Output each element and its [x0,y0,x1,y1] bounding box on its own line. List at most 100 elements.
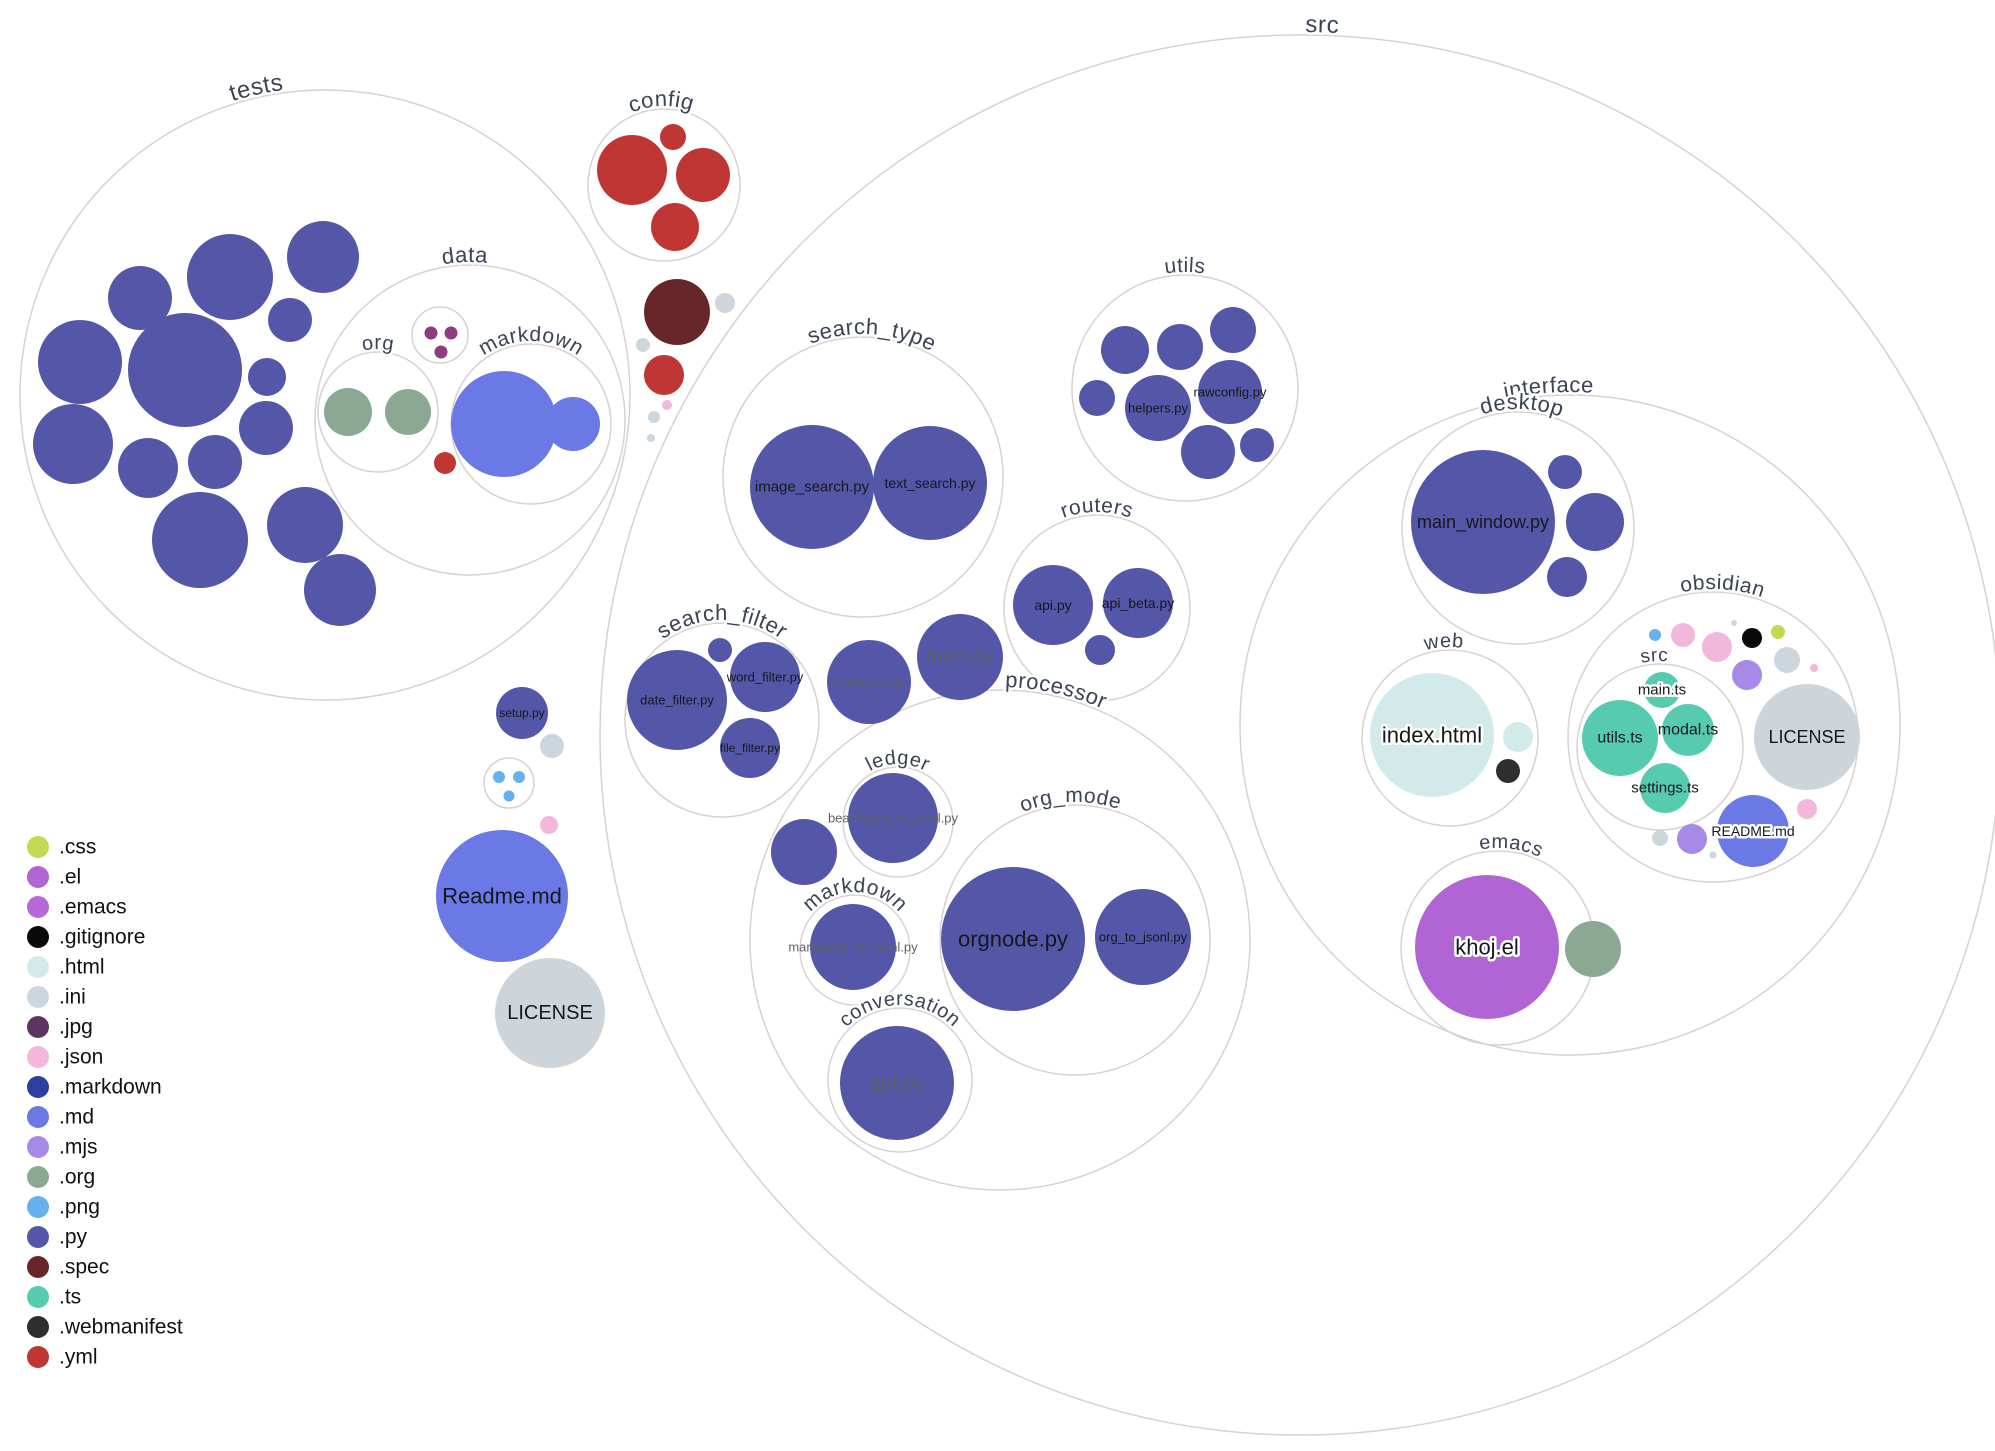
file-circle-org-file[interactable] [1565,921,1621,977]
file-circle-spec-file[interactable] [644,279,710,345]
folder-circle-data[interactable] [314,264,626,576]
file-circle-py-file[interactable] [108,266,172,330]
file-circle-yml-file[interactable] [597,135,667,205]
file-circle-py-file[interactable] [1240,428,1274,462]
file-circle-gpt.py[interactable] [840,1026,954,1140]
folder-circle-web[interactable] [1361,649,1539,827]
folder-circle-conversation[interactable] [827,1007,973,1153]
file-circle-org-file[interactable] [385,389,431,435]
file-circle-orgnode.py[interactable] [941,867,1085,1011]
file-circle-py-file[interactable] [239,401,293,455]
file-circle-json-file[interactable] [662,400,672,410]
file-circle-md-file[interactable] [546,397,600,451]
folder-circle-tests[interactable] [19,89,631,701]
file-circle-py-file[interactable] [248,358,286,396]
file-circle-py-file[interactable] [1210,307,1256,353]
file-circle-yml-file[interactable] [434,452,456,474]
file-circle-ini-file[interactable] [540,734,564,758]
file-circle-py-file[interactable] [1157,324,1203,370]
file-circle-configure.py[interactable] [827,640,911,724]
file-circle-md-file[interactable] [451,371,557,477]
file-circle-py-file[interactable] [1547,557,1587,597]
file-circle-word_filter.py[interactable] [730,642,800,712]
file-circle-png-file[interactable] [1649,629,1661,641]
file-circle-yml-file[interactable] [676,148,730,202]
file-circle-gitignore-file[interactable] [1742,628,1762,648]
file-circle-py-file[interactable] [1566,493,1624,551]
file-circle-LICENSE[interactable] [1754,684,1860,790]
file-circle-index.html[interactable] [1370,673,1494,797]
file-circle-py-file[interactable] [118,438,178,498]
file-circle-text_search.py[interactable] [873,426,987,540]
folder-circle-src[interactable] [599,34,1995,1436]
folder-circle-utils[interactable] [1071,274,1299,502]
file-circle-css-file[interactable] [1771,625,1785,639]
file-circle-html-file[interactable] [1503,722,1533,752]
file-circle-yml-file[interactable] [660,124,686,150]
file-circle-main_window.py[interactable] [1411,450,1555,594]
file-circle-py-file[interactable] [1181,425,1235,479]
folder-circle-ledger[interactable] [842,766,954,878]
folder-circle-processor[interactable] [749,689,1251,1191]
file-circle-py-file[interactable] [1101,326,1149,374]
file-circle-ini-file[interactable] [636,338,650,352]
file-circle-py-file[interactable] [1548,455,1582,489]
file-circle-org_to_jsonl.py[interactable] [1095,889,1191,985]
file-circle-yml-file[interactable] [644,355,684,395]
folder-circle-interface[interactable] [1239,394,1901,1056]
file-circle-py-file[interactable] [187,234,273,320]
file-circle-image_search.py[interactable] [750,425,874,549]
file-circle-png-file[interactable] [513,771,525,783]
file-circle-modal.ts[interactable] [1662,704,1714,756]
file-circle-org-file[interactable] [324,388,372,436]
file-circle-jpg-file[interactable] [434,345,448,359]
file-circle-ini-file[interactable] [1709,851,1717,859]
file-circle-py-file[interactable] [33,404,113,484]
folder-circle-search_type[interactable] [722,336,1004,618]
file-circle-mjs-file[interactable] [1732,660,1762,690]
file-circle-beancount_to_jsonl.py[interactable] [848,773,938,863]
file-circle-json-file[interactable] [1671,623,1695,647]
folder-circle-markdown[interactable] [799,894,911,1006]
file-circle-py-file[interactable] [1085,635,1115,665]
file-circle-py-file[interactable] [304,554,376,626]
file-circle-py-file[interactable] [708,638,732,662]
file-circle-jpg-file[interactable] [444,326,458,340]
file-circle-json-file[interactable] [540,816,558,834]
file-circle-yml-file[interactable] [651,203,699,251]
folder-circle-search_filter[interactable] [624,622,820,818]
file-circle-ini-file[interactable] [648,411,660,423]
file-circle-ini-file[interactable] [1652,830,1668,846]
file-circle-py-file[interactable] [268,298,312,342]
folder-circle-desktop[interactable] [1401,411,1635,645]
file-circle-json-file[interactable] [1810,664,1818,672]
file-circle-LICENSE[interactable] [495,958,605,1068]
folder-circle-routers[interactable] [1003,514,1191,702]
file-circle-file_filter.py[interactable] [720,718,780,778]
file-circle-helpers.py[interactable] [1125,375,1191,441]
file-circle-py-file[interactable] [287,221,359,293]
folder-circle-cluster[interactable] [411,306,469,364]
file-circle-main.py[interactable] [917,614,1003,700]
file-circle-ini-file[interactable] [715,293,735,313]
folder-circle-org_mode[interactable] [939,804,1211,1076]
file-circle-jpg-file[interactable] [424,326,438,340]
file-circle-utils.ts[interactable] [1582,700,1658,776]
file-circle-py-file[interactable] [1079,380,1115,416]
folder-circle-org[interactable] [317,351,439,473]
file-circle-mjs-file[interactable] [1677,824,1707,854]
file-circle-main.ts[interactable] [1644,672,1680,708]
file-circle-settings.ts[interactable] [1640,763,1690,813]
file-circle-py-file[interactable] [267,487,343,563]
file-circle-py-file[interactable] [152,492,248,588]
file-circle-rawconfig.py[interactable] [1198,360,1262,424]
file-circle-py-file[interactable] [128,313,242,427]
file-circle-webmanifest-file[interactable] [1496,759,1520,783]
file-circle-date_filter.py[interactable] [627,650,727,750]
file-circle-ini-file[interactable] [1774,647,1800,673]
file-circle-setup.py[interactable] [496,687,548,739]
folder-circle-cluster[interactable] [483,757,535,809]
file-circle-README.md[interactable] [1717,795,1789,867]
file-circle-Readme.md[interactable] [436,830,568,962]
file-circle-khoj.el[interactable] [1415,875,1559,1019]
